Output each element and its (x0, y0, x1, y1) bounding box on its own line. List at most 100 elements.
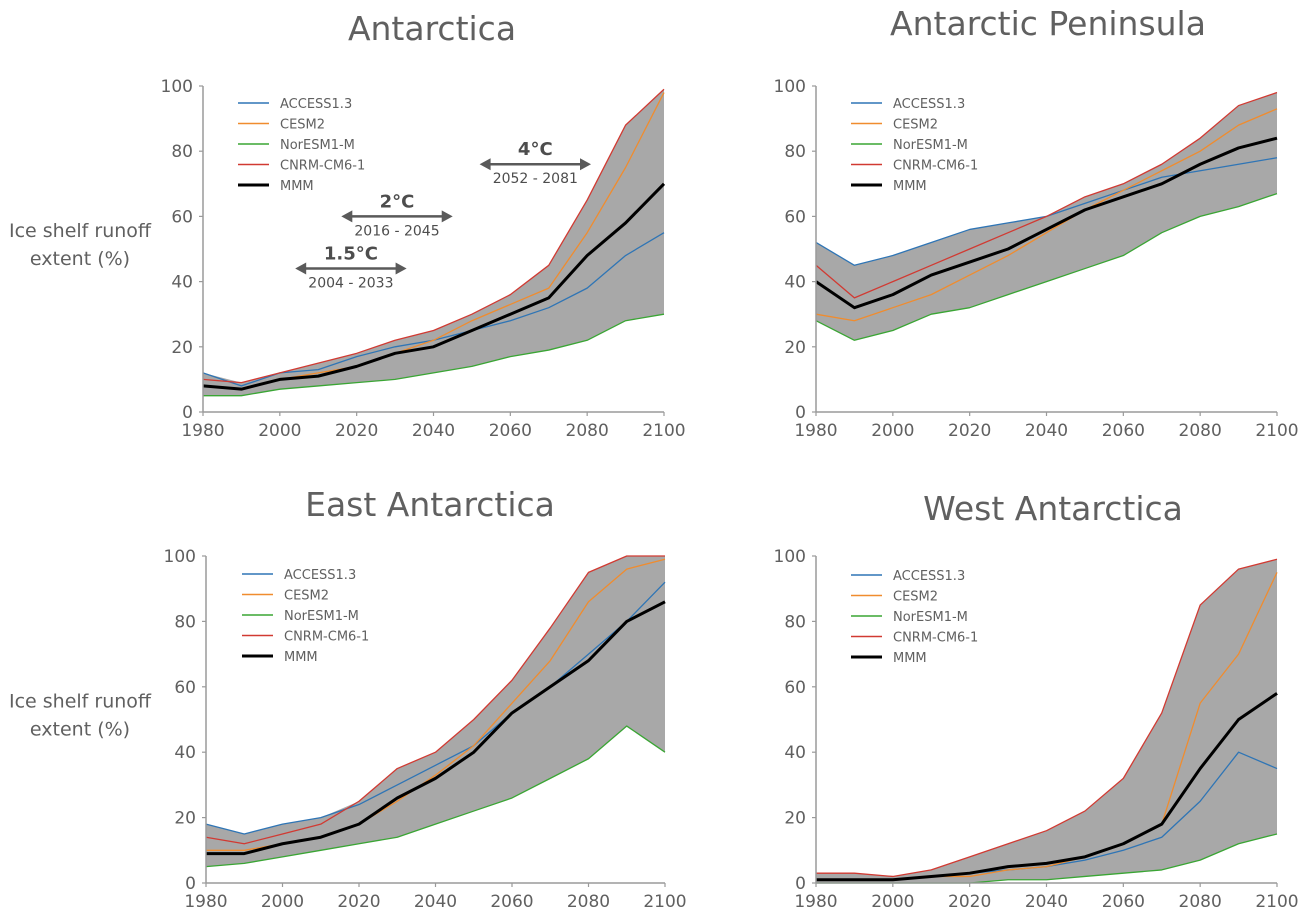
y-tick-label: 100 (161, 77, 193, 97)
legend-label: NorESM1-M (893, 610, 968, 625)
y-tick-label: 80 (174, 612, 196, 632)
legend-label: MMM (893, 179, 927, 194)
series-line-cnrm-cm6-1 (816, 558, 1278, 878)
legend-label: MMM (893, 651, 927, 666)
arrowhead-left (479, 158, 491, 171)
x-tick-label: 2020 (948, 421, 991, 441)
legend-label: CESM2 (893, 118, 938, 133)
chart-title: Antarctic Peninsula (890, 4, 1206, 43)
y-tick-label: 100 (164, 547, 196, 567)
y-tick-label: 60 (171, 207, 193, 227)
arrowhead-right (580, 158, 592, 171)
x-tick-label: 2000 (871, 892, 914, 909)
x-tick-label: 2020 (948, 892, 991, 909)
legend-label: CNRM-CM6-1 (284, 630, 369, 645)
x-tick-label: 2020 (337, 892, 380, 909)
y-axis-label: Ice shelf runoff (9, 220, 152, 242)
y-tick-label: 40 (784, 743, 806, 763)
y-tick-label: 40 (784, 273, 806, 293)
x-tick-label: 2080 (1179, 421, 1222, 441)
legend-label: NorESM1-M (284, 609, 359, 624)
x-tick-label: 2040 (1025, 421, 1068, 441)
y-tick-label: 0 (185, 874, 196, 894)
series-line-noresm1-m (203, 313, 665, 397)
chart-panel-3: East Antarctica Ice shelf runoff extent (%… (9, 485, 687, 909)
series-line-access1-3 (205, 581, 666, 835)
y-tick-label: 80 (784, 142, 806, 162)
arrowhead-left (341, 210, 353, 223)
warming-period-label: 2004 - 2033 (308, 276, 393, 292)
x-tick-label: 2060 (1102, 892, 1145, 909)
y-tick-label: 0 (795, 403, 806, 423)
x-tick-label: 2040 (1025, 892, 1068, 909)
series-line-cesm2 (815, 108, 1278, 322)
legend-label: MMM (280, 179, 314, 194)
model-spread-envelope (206, 556, 665, 867)
legend-label: NorESM1-M (893, 138, 968, 153)
x-tick-label: 2000 (258, 421, 301, 441)
warming-level-label: 1.5°C (324, 244, 378, 265)
x-tick-label: 2040 (412, 421, 455, 441)
chart-title: East Antarctica (305, 485, 555, 524)
series-line-cnrm-cm6-1 (205, 555, 665, 845)
warming-level-label: 2°C (380, 191, 415, 212)
legend-label: ACCESS1.3 (893, 97, 965, 112)
x-tick-label: 1980 (184, 892, 227, 909)
y-tick-label: 20 (171, 338, 193, 358)
y-tick-label: 100 (774, 547, 806, 567)
series-line-noresm1-m (815, 192, 1278, 341)
series-line-noresm1-m (205, 725, 666, 868)
legend-label: ACCESS1.3 (280, 97, 352, 112)
x-tick-label: 2000 (871, 421, 914, 441)
y-tick-label: 60 (784, 207, 806, 227)
x-tick-label: 2080 (566, 421, 609, 441)
y-tick-label: 80 (784, 612, 806, 632)
x-tick-label: 1980 (794, 892, 837, 909)
x-tick-label: 2080 (1179, 892, 1222, 909)
chart-title: West Antarctica (923, 489, 1183, 528)
legend-label: CESM2 (893, 590, 938, 605)
warming-period-label: 2052 - 2081 (493, 171, 578, 187)
x-tick-label: 2060 (489, 421, 532, 441)
legend-label: NorESM1-M (280, 138, 355, 153)
series-line-cnrm-cm6-1 (202, 88, 665, 384)
series-line-mmm (202, 182, 666, 391)
warming-level-label: 4°C (518, 139, 553, 160)
x-tick-label: 2100 (1255, 421, 1298, 441)
legend-label: CESM2 (284, 589, 329, 604)
y-tick-label: 20 (784, 809, 806, 829)
y-tick-label: 20 (174, 809, 196, 829)
model-spread-envelope (203, 89, 664, 396)
y-axis-label: extent (%) (30, 719, 130, 741)
series-line-mmm (206, 600, 666, 856)
series-line-mmm (816, 692, 1278, 882)
series-line-cnrm-cm6-1 (815, 91, 1278, 299)
x-tick-label: 2060 (490, 892, 533, 909)
chart-title: Antarctica (348, 9, 516, 48)
x-tick-label: 1980 (181, 421, 224, 441)
y-tick-label: 100 (774, 77, 806, 97)
y-tick-label: 80 (171, 142, 193, 162)
x-tick-label: 1980 (794, 421, 837, 441)
legend-label: MMM (284, 650, 318, 665)
legend-label: CNRM-CM6-1 (280, 159, 365, 174)
y-axis-label: Ice shelf runoff (9, 691, 152, 713)
legend-label: CESM2 (280, 118, 325, 133)
legend-label: CNRM-CM6-1 (893, 159, 978, 174)
x-tick-label: 2100 (642, 421, 685, 441)
x-tick-label: 2100 (1255, 892, 1298, 909)
y-tick-label: 60 (784, 678, 806, 698)
y-tick-label: 20 (784, 338, 806, 358)
arrowhead-right (441, 210, 453, 223)
y-tick-label: 60 (174, 678, 196, 698)
warming-period-label: 2016 - 2045 (354, 223, 439, 239)
x-tick-label: 2040 (414, 892, 457, 909)
arrowhead-right (395, 262, 407, 275)
x-tick-label: 2060 (1102, 421, 1145, 441)
x-tick-label: 2080 (567, 892, 610, 909)
series-line-mmm (815, 136, 1278, 310)
y-tick-label: 40 (171, 273, 193, 293)
